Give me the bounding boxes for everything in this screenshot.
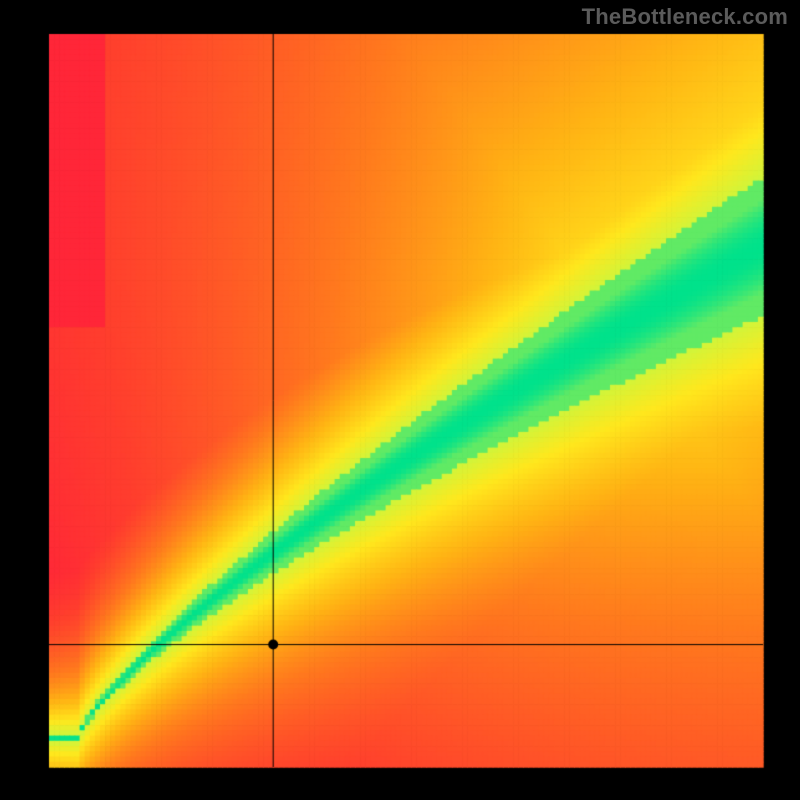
heatmap-canvas bbox=[0, 0, 800, 800]
bottleneck-heatmap: TheBottleneck.com bbox=[0, 0, 800, 800]
site-watermark: TheBottleneck.com bbox=[582, 4, 788, 30]
